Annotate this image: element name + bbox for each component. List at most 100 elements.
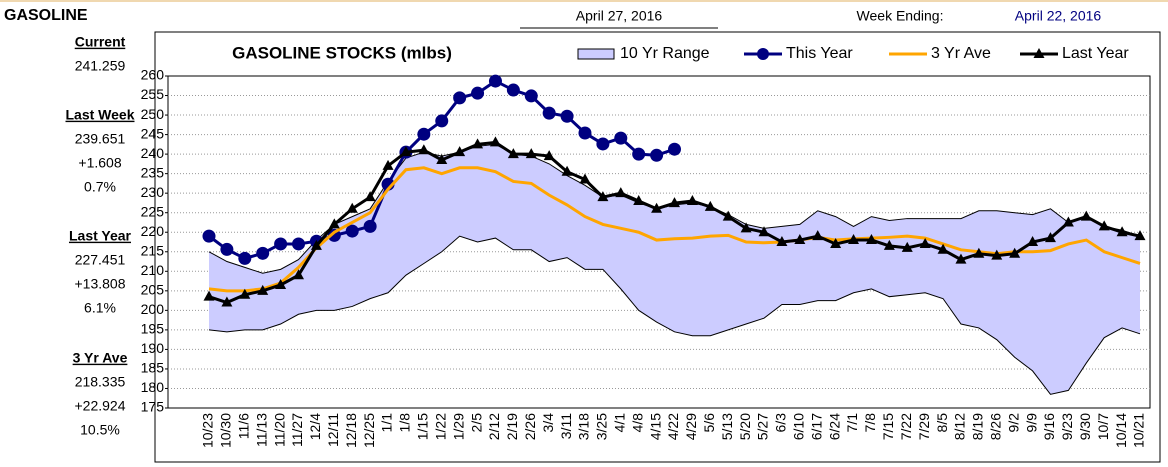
x-tick-label: 2/19	[504, 413, 520, 440]
x-tick-label: 9/2	[1005, 413, 1021, 433]
point	[417, 127, 431, 141]
point	[578, 126, 592, 140]
point	[579, 173, 591, 184]
point	[597, 191, 609, 202]
point	[363, 219, 377, 233]
x-tick-label: 2/12	[486, 413, 502, 440]
page-title: GASOLINE	[4, 7, 88, 24]
x-tick-label: 3/11	[558, 413, 574, 439]
point	[1044, 232, 1056, 243]
point	[257, 284, 269, 295]
summary-value: 10.5%	[80, 422, 120, 438]
summary-heading: Current	[75, 34, 126, 50]
x-tick-label: 5/6	[701, 413, 717, 433]
y-tick-label: 200	[141, 301, 165, 317]
x-tick-label: 5/13	[719, 413, 735, 440]
x-tick-label: 10/23	[200, 413, 216, 448]
point	[1116, 226, 1128, 237]
point	[776, 236, 788, 246]
point	[722, 210, 734, 221]
x-tick-label: 3/18	[576, 413, 592, 440]
y-tick-label: 230	[141, 184, 165, 200]
x-tick-label: 12/4	[307, 413, 323, 440]
x-tick-label: 6/10	[791, 413, 807, 440]
point	[525, 148, 537, 159]
point	[758, 226, 770, 237]
point	[524, 89, 538, 103]
point	[668, 142, 681, 156]
point	[436, 153, 448, 164]
point	[400, 146, 412, 157]
x-tick-label: 7/29	[916, 413, 932, 440]
x-tick-label: 7/8	[862, 413, 878, 433]
point	[293, 269, 305, 280]
point	[632, 147, 646, 161]
point	[238, 251, 252, 265]
y-tick-label: 235	[141, 164, 165, 180]
point	[382, 159, 394, 170]
x-tick-label: 2/26	[522, 413, 538, 440]
x-tick-label: 12/18	[343, 413, 359, 448]
point	[651, 202, 663, 213]
x-tick-label: 11/6	[236, 413, 252, 439]
x-tick-label: 9/9	[1023, 413, 1039, 433]
legend-marker	[757, 48, 769, 60]
point	[292, 237, 306, 251]
x-tick-label: 3/25	[594, 413, 610, 440]
point	[848, 234, 860, 245]
report-date: April 27, 2016	[576, 8, 663, 24]
y-tick-label: 260	[141, 67, 165, 83]
x-tick-label: 1/22	[432, 413, 448, 440]
point	[1080, 210, 1092, 221]
y-tick-label: 240	[141, 145, 165, 161]
x-tick-label: 4/29	[683, 413, 699, 440]
x-tick-label: 1/8	[397, 413, 413, 433]
x-tick-label: 11/27	[289, 413, 305, 447]
y-tick-label: 180	[141, 379, 165, 395]
x-tick-label: 8/12	[952, 413, 968, 440]
x-tick-label: 10/7	[1095, 413, 1111, 440]
x-tick-label: 7/1	[844, 413, 860, 433]
summary-heading: Last Year	[69, 228, 132, 244]
point	[453, 91, 467, 105]
x-tick-label: 5/20	[737, 413, 753, 440]
point	[202, 229, 216, 243]
point	[275, 278, 287, 289]
point	[221, 296, 233, 307]
point	[507, 148, 519, 159]
x-tick-label: 1/1	[379, 413, 395, 433]
point	[669, 197, 680, 208]
point	[328, 218, 340, 229]
summary-value: 218.335	[75, 374, 126, 390]
legend-label: This Year	[786, 45, 853, 62]
summary-value: 0.7%	[84, 179, 116, 195]
point	[418, 144, 430, 155]
point	[830, 237, 842, 248]
x-tick-label: 2/5	[468, 413, 484, 433]
y-tick-label: 195	[141, 321, 165, 337]
point	[274, 237, 288, 251]
point	[937, 243, 949, 254]
point	[973, 247, 985, 258]
x-tick-label: 9/23	[1059, 413, 1075, 440]
point	[919, 237, 931, 248]
x-tick-label: 4/8	[629, 413, 645, 433]
summary-value: 227.451	[75, 252, 126, 268]
legend-label: 3 Yr Ave	[931, 45, 991, 62]
x-tick-label: 7/22	[898, 413, 914, 440]
point	[794, 234, 806, 245]
x-tick-label: 5/27	[755, 413, 771, 440]
y-tick-label: 210	[141, 262, 165, 278]
point	[220, 242, 234, 256]
range-area	[209, 144, 1140, 395]
y-tick-label: 190	[141, 340, 165, 356]
x-tick-label: 10/21	[1131, 413, 1147, 448]
point	[561, 165, 573, 176]
plot: 175 180 185 190 195 200 205 210 215 220 225 230 235 2…	[141, 67, 1150, 448]
week-label: Week Ending:	[857, 8, 944, 24]
point	[310, 239, 322, 250]
summary-value: +1.608	[78, 155, 121, 171]
point	[506, 83, 520, 97]
point	[542, 106, 556, 120]
